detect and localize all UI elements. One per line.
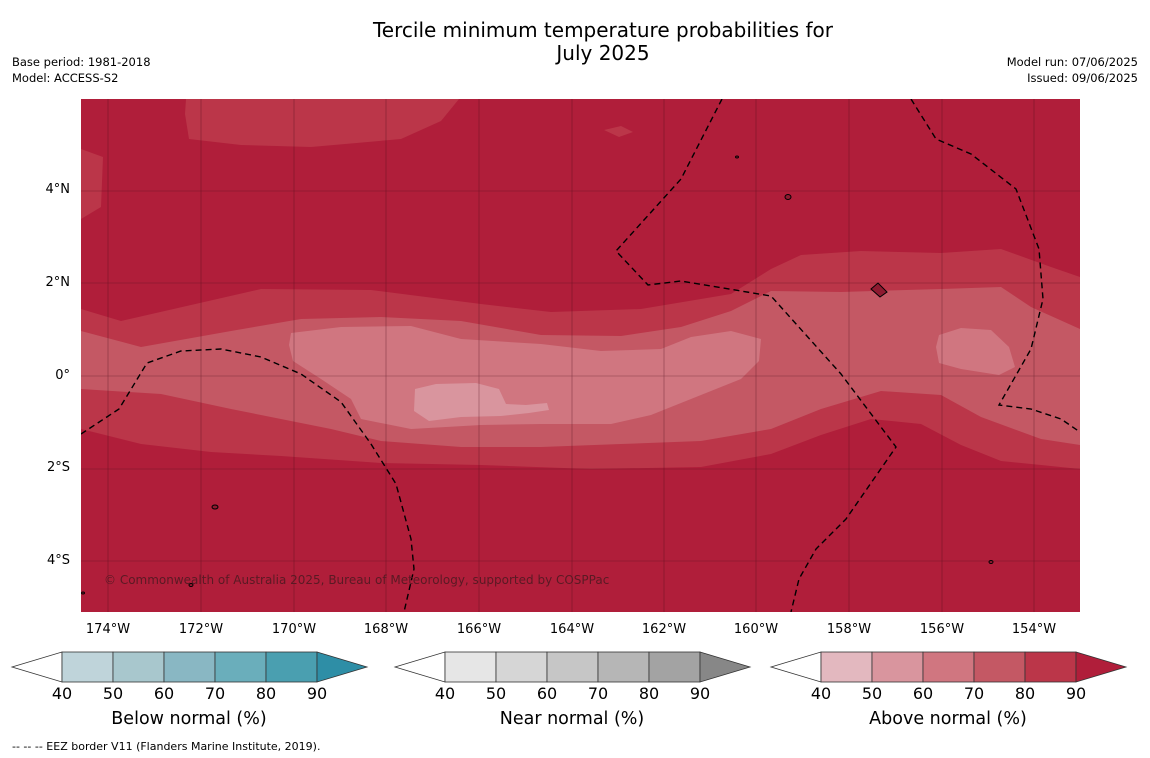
meta-left: Base period: 1981-2018 Model: ACCESS-S2 bbox=[12, 54, 151, 86]
cb-above-50 bbox=[871, 651, 924, 683]
cb-above-60 bbox=[922, 651, 975, 683]
cb-below-tick-50: 50 bbox=[102, 684, 124, 703]
cb-near-tick-50: 50 bbox=[485, 684, 507, 703]
cb-above-tick-60: 60 bbox=[912, 684, 934, 703]
contour-80-north bbox=[185, 99, 459, 147]
cb-near-40 bbox=[444, 651, 497, 683]
cb-above-70 bbox=[973, 651, 1026, 683]
issued-date: Issued: 09/06/2025 bbox=[1027, 71, 1138, 85]
cb-below-tick-80: 80 bbox=[255, 684, 277, 703]
cb-above-tick-50: 50 bbox=[861, 684, 883, 703]
cb-above-80 bbox=[1024, 651, 1077, 683]
cb-near-60 bbox=[546, 651, 599, 683]
model-run: Model run: 07/06/2025 bbox=[1006, 55, 1138, 69]
cb-below-60 bbox=[163, 651, 216, 683]
cb-below-tick-60: 60 bbox=[153, 684, 175, 703]
cb-near-label: Near normal (%) bbox=[499, 709, 645, 729]
lon-label-158w: 158°W bbox=[826, 622, 872, 637]
lon-label-156w: 156°W bbox=[919, 622, 965, 637]
eez-borders bbox=[81, 99, 1080, 612]
colorbar-above-normal bbox=[769, 651, 1128, 683]
map-title: Tercile minimum temperature probabilitie… bbox=[0, 19, 1150, 65]
cb-above-90 bbox=[1075, 651, 1128, 683]
contour-80-northwest bbox=[81, 149, 103, 219]
contour-80-islet bbox=[604, 126, 633, 137]
colorbar-below-normal bbox=[10, 651, 369, 683]
lat-label-4s: 4°S bbox=[46, 553, 70, 568]
title-line-2: July 2025 bbox=[556, 41, 650, 65]
lat-label-2n: 2°N bbox=[45, 275, 71, 290]
lon-label-168w: 168°W bbox=[363, 622, 409, 637]
cb-below-90 bbox=[316, 651, 369, 683]
meta-right: Model run: 07/06/2025 Issued: 09/06/2025 bbox=[1007, 54, 1138, 86]
title-line-1: Tercile minimum temperature probabilitie… bbox=[372, 18, 834, 42]
contour-60-core bbox=[289, 326, 761, 429]
lat-label-0: 0° bbox=[55, 368, 70, 383]
lon-label-154w: 154°W bbox=[1011, 622, 1057, 637]
cb-near-tick-60: 60 bbox=[536, 684, 558, 703]
lon-label-174w: 174°W bbox=[85, 622, 131, 637]
map-panel bbox=[81, 99, 1080, 612]
cb-above-40 bbox=[820, 651, 873, 683]
lat-label-4n: 4°N bbox=[45, 182, 71, 197]
cb-near-90 bbox=[699, 651, 752, 683]
contour-50-core bbox=[414, 383, 549, 421]
cb-above-tick-80: 80 bbox=[1014, 684, 1036, 703]
cb-near-tick-70: 70 bbox=[587, 684, 609, 703]
copyright-notice: © Commonwealth of Australia 2025, Bureau… bbox=[104, 573, 610, 587]
cb-above-label: Above normal (%) bbox=[869, 709, 1027, 729]
lon-label-164w: 164°W bbox=[549, 622, 595, 637]
eez-footnote: -- -- -- EEZ border V11 (Flanders Marine… bbox=[12, 740, 321, 753]
cb-near-70 bbox=[597, 651, 650, 683]
cb-near-80 bbox=[648, 651, 701, 683]
cb-below-tick-90: 90 bbox=[306, 684, 328, 703]
lon-label-162w: 162°W bbox=[641, 622, 687, 637]
cb-below-80 bbox=[265, 651, 318, 683]
cb-near-50 bbox=[495, 651, 548, 683]
cb-below-tick-70: 70 bbox=[204, 684, 226, 703]
cb-below-50 bbox=[112, 651, 165, 683]
lon-label-172w: 172°W bbox=[178, 622, 224, 637]
colorbar-near-normal bbox=[393, 651, 752, 683]
cb-below-40 bbox=[61, 651, 114, 683]
cb-near-tick-90: 90 bbox=[689, 684, 711, 703]
lon-label-166w: 166°W bbox=[456, 622, 502, 637]
lon-label-170w: 170°W bbox=[271, 622, 317, 637]
contour-60-east bbox=[936, 328, 1015, 375]
cb-above-tick-90: 90 bbox=[1065, 684, 1087, 703]
cb-below-tick-40: 40 bbox=[51, 684, 73, 703]
cb-above-tick-70: 70 bbox=[963, 684, 985, 703]
base-period: Base period: 1981-2018 bbox=[12, 55, 151, 69]
cb-below-70 bbox=[214, 651, 267, 683]
cb-above-tick-40: 40 bbox=[810, 684, 832, 703]
lat-label-2s: 2°S bbox=[46, 460, 70, 475]
graticule bbox=[81, 99, 1080, 612]
cb-near-tick-40: 40 bbox=[434, 684, 456, 703]
colorbars bbox=[10, 651, 1128, 683]
lon-label-160w: 160°W bbox=[733, 622, 779, 637]
islands bbox=[81, 155, 994, 595]
cb-below-label: Below normal (%) bbox=[111, 709, 267, 729]
cb-near-tick-80: 80 bbox=[638, 684, 660, 703]
model-name: Model: ACCESS-S2 bbox=[12, 71, 119, 85]
